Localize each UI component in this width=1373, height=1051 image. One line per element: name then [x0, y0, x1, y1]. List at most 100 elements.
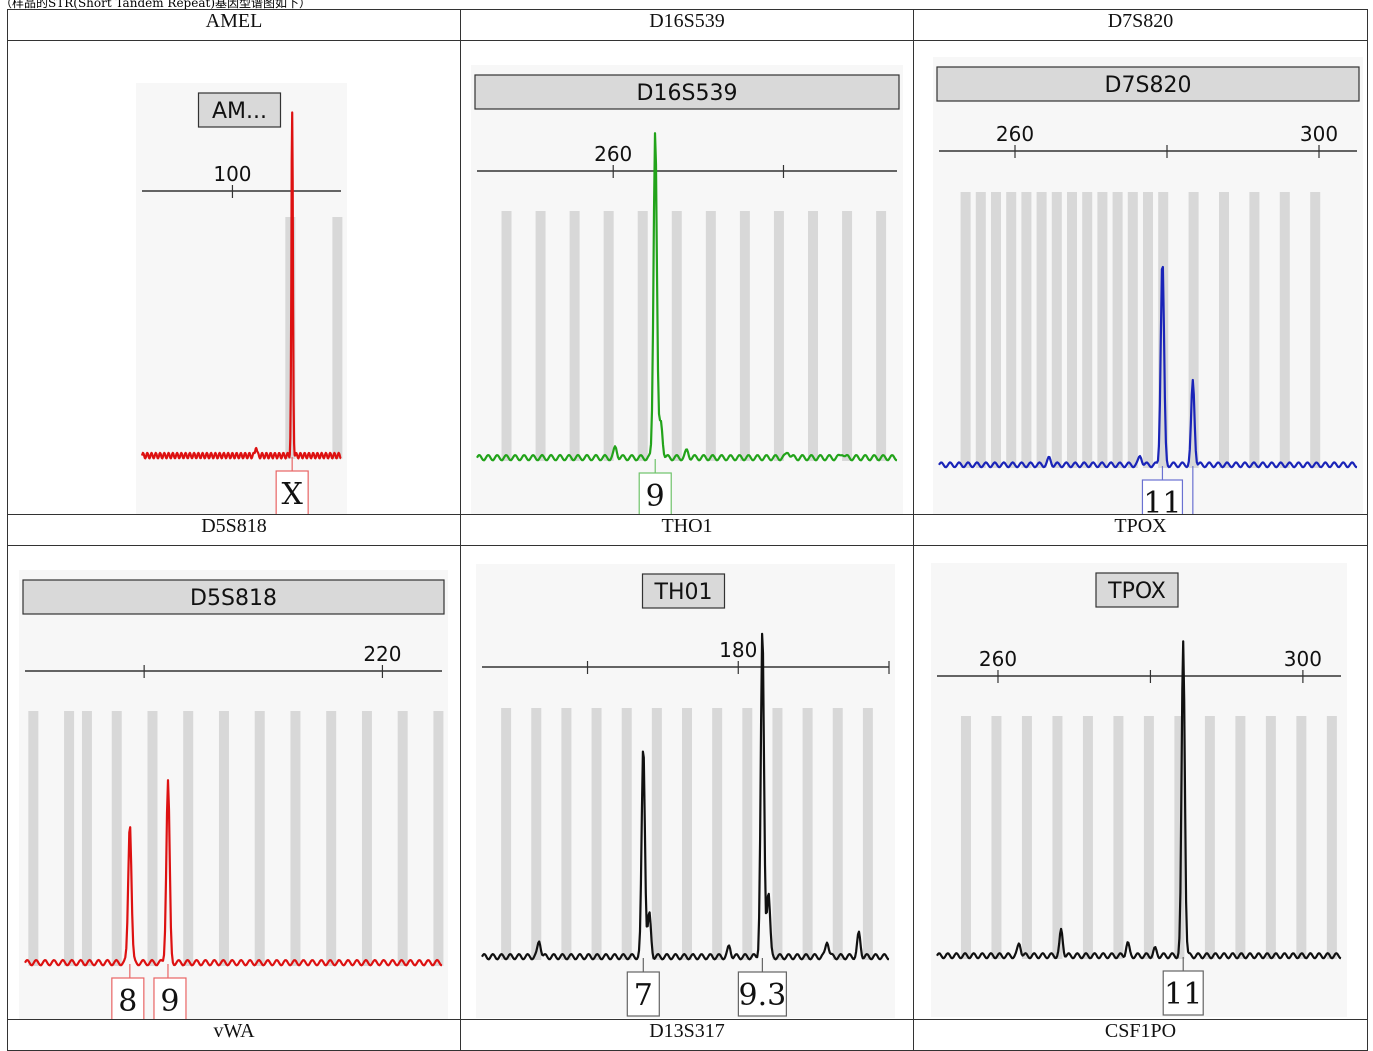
- allelic-bin: [1082, 716, 1093, 959]
- allelic-bin: [842, 211, 853, 461]
- allelic-bin: [1082, 192, 1093, 468]
- size-axis-tick-label: 260: [996, 122, 1034, 146]
- allelic-bin: [111, 711, 122, 966]
- allelic-bin: [991, 716, 1002, 959]
- allelic-bin: [1127, 192, 1138, 468]
- allelic-bin: [832, 708, 843, 960]
- allelic-bin: [1326, 716, 1337, 959]
- locus-header-vwa: vWA: [7, 1019, 461, 1051]
- allelic-bin: [1112, 192, 1123, 468]
- electropherogram-d16s539: D16S539 260 9: [471, 65, 903, 514]
- allelic-bin: [591, 708, 602, 960]
- allelic-bin: [802, 708, 813, 960]
- panel-row-2: D5S818 220 8 9 TH01 180 7 9.3 TPOX 260 300 11: [7, 545, 1368, 1020]
- electropherogram-d5s818: D5S818 220 8 9: [19, 570, 448, 1019]
- allelic-bin: [397, 711, 408, 966]
- trace-line: [140, 111, 342, 460]
- allele-call-box: [1162, 970, 1204, 1016]
- allelic-bin: [1097, 192, 1108, 468]
- locus-header-tho1: THO1: [460, 514, 914, 546]
- allelic-bin: [1204, 716, 1215, 959]
- locus-title-bar: [936, 66, 1360, 102]
- locus-title-bar: [641, 573, 726, 609]
- locus-header-d7s820: D7S820: [913, 9, 1368, 41]
- allele-call-label: X: [281, 477, 303, 512]
- allelic-bin: [326, 711, 337, 966]
- allelic-bin: [501, 708, 512, 960]
- allele-call-label: 11: [1143, 486, 1181, 514]
- allelic-bin: [1006, 192, 1017, 468]
- allelic-bin: [773, 211, 784, 461]
- allelic-bin: [1143, 192, 1153, 468]
- size-axis-tick-label: 220: [363, 642, 401, 666]
- allelic-bin: [960, 192, 971, 468]
- locus-title-bar: [474, 74, 900, 110]
- allelic-bin: [637, 211, 648, 461]
- locus-header-d5s818: D5S818: [7, 514, 461, 546]
- allelic-bin: [651, 708, 662, 960]
- allelic-bin: [64, 711, 75, 966]
- allele-call-label: 9: [160, 984, 179, 1019]
- electropherogram-tho1: TH01 180 7 9.3: [476, 564, 895, 1018]
- locus-title-label: D16S539: [637, 81, 738, 106]
- allelic-bin: [1113, 716, 1124, 959]
- allelic-bin: [218, 711, 229, 966]
- locus-title-bar: [22, 579, 445, 615]
- allelic-bin: [531, 708, 542, 960]
- trace-line: [476, 132, 898, 462]
- locus-header-tpox: TPOX: [913, 514, 1368, 546]
- panel-tho1: TH01 180 7 9.3: [460, 545, 914, 1020]
- allele-call-label: 9.3: [739, 978, 787, 1013]
- allelic-bin: [361, 711, 372, 966]
- allelic-bin: [1279, 192, 1290, 468]
- size-axis-tick-label: 300: [1300, 122, 1338, 146]
- allelic-bin: [1188, 192, 1199, 468]
- electropherogram-amel: AM... 100 X: [136, 83, 347, 514]
- allele-call-box: [275, 470, 309, 514]
- genotype-table: AMEL D16S539 D7S820 AM... 100 X D16S539 260…: [7, 9, 1368, 1051]
- allelic-bin: [960, 716, 971, 959]
- trace-line: [481, 632, 890, 961]
- allelic-bin: [1143, 716, 1154, 959]
- allele-call-label: 7: [634, 978, 653, 1013]
- allelic-bin: [147, 711, 158, 966]
- locus-title-bar: [1095, 572, 1179, 608]
- locus-title-bar: [197, 92, 282, 128]
- electropherogram-d7s820: D7S8202603001112: [933, 57, 1363, 514]
- header-row-1: AMEL D16S539 D7S820: [7, 9, 1368, 41]
- allelic-bin: [876, 211, 887, 461]
- allelic-bin: [772, 708, 783, 960]
- allelic-bin: [862, 708, 873, 960]
- allele-call-box: [111, 977, 145, 1019]
- allelic-bin: [1174, 716, 1185, 959]
- allelic-bin: [739, 211, 750, 461]
- allele-call-label: 9: [646, 479, 665, 514]
- size-axis-tick-label: 260: [594, 142, 632, 166]
- panel-d16s539: D16S539 260 9: [460, 40, 914, 515]
- allelic-bin: [332, 217, 343, 459]
- allelic-bin: [1219, 192, 1229, 468]
- panel-tpox: TPOX 260 300 11: [913, 545, 1368, 1020]
- allelic-bin: [1036, 192, 1047, 468]
- allelic-bin: [705, 211, 716, 461]
- allele-call-label: 8: [118, 984, 137, 1019]
- header-row-2: D5S818 THO1 TPOX: [7, 514, 1368, 546]
- allelic-bin: [991, 192, 1001, 468]
- locus-title-label: TPOX: [1107, 579, 1166, 604]
- allelic-bin: [501, 211, 512, 461]
- locus-header-amel: AMEL: [7, 9, 461, 41]
- allelic-bin: [290, 711, 301, 966]
- panel-d7s820: D7S8202603001112: [913, 40, 1368, 515]
- size-axis-tick-label: 260: [979, 647, 1017, 671]
- allelic-bin: [975, 192, 986, 468]
- locus-title-label: AM...: [212, 99, 267, 124]
- allelic-bin: [561, 708, 572, 960]
- panel-amel: AM... 100 X: [7, 40, 461, 515]
- locus-header-d13s317: D13S317: [460, 1019, 914, 1051]
- plot-background: [136, 83, 347, 514]
- allele-call-box: [638, 472, 672, 514]
- electropherogram-tpox: TPOX 260 300 11: [931, 563, 1347, 1017]
- allelic-bin: [254, 711, 265, 966]
- allelic-bin: [1249, 192, 1260, 468]
- allelic-bin: [1265, 716, 1276, 959]
